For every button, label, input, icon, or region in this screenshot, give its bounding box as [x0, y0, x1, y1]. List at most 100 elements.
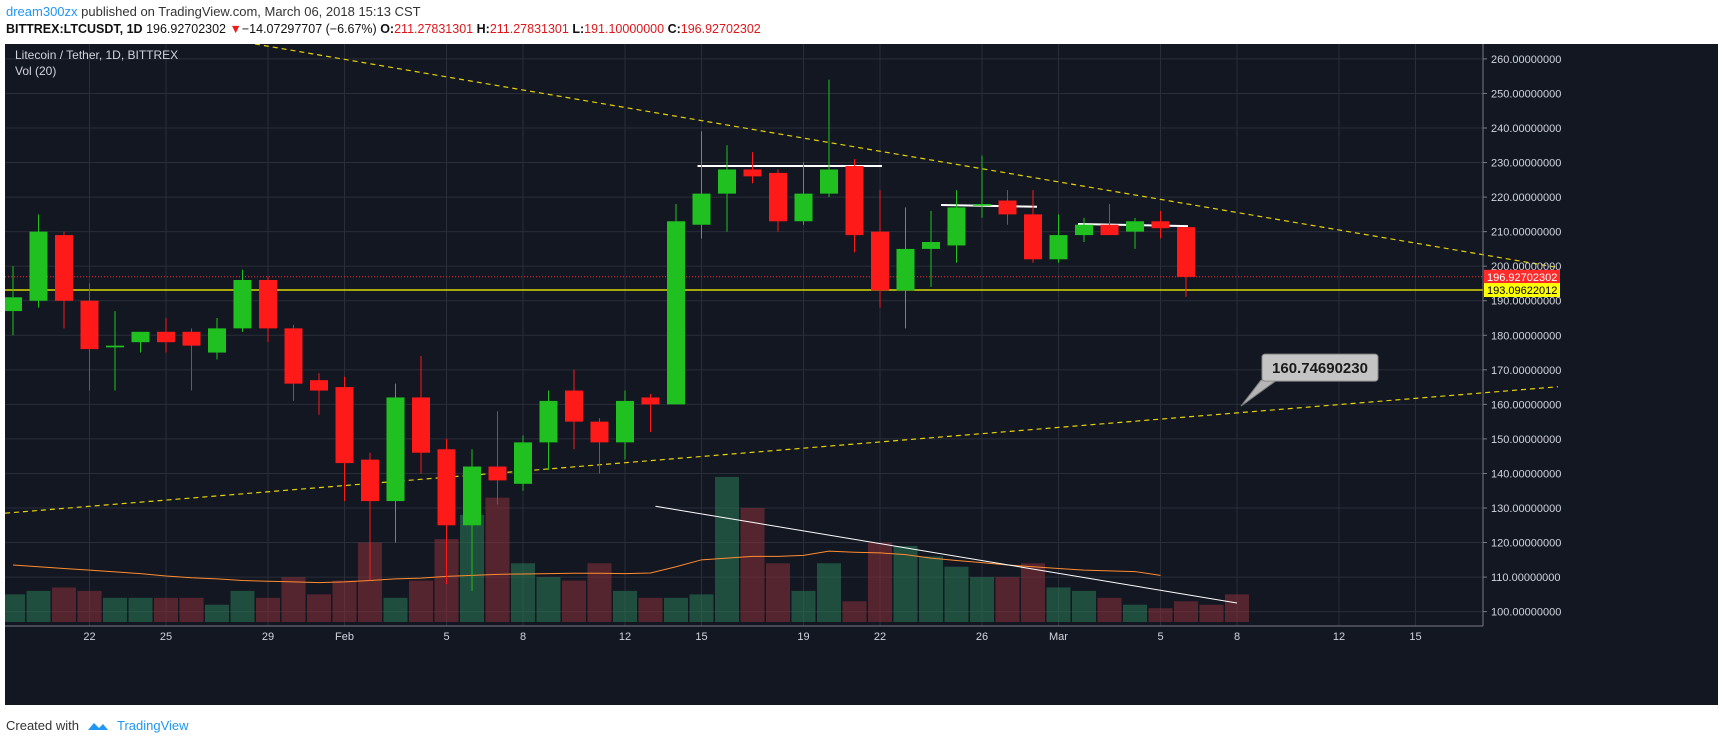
volume-indicator-label: Vol (20) [15, 64, 56, 78]
last-price: 196.92702302 [146, 22, 227, 36]
volume-bar [817, 563, 841, 622]
volume-bar [715, 476, 739, 622]
candle-body [1024, 214, 1042, 260]
volume-bar [1072, 590, 1096, 622]
candle-body [820, 169, 838, 194]
candle-body [386, 397, 405, 502]
candle-body [233, 280, 252, 329]
candle-body [1049, 235, 1068, 260]
volume-bars [1, 476, 1249, 622]
volume-bar [77, 590, 102, 622]
projection-label: 160.74690230 [1272, 360, 1368, 377]
candle-body [310, 380, 328, 391]
candle-body [871, 231, 889, 291]
time-tick-label: 8 [520, 631, 526, 643]
volume-bar [205, 604, 229, 622]
price-tick-label: 170.00000000 [1491, 365, 1561, 377]
time-tick-label: 12 [1333, 631, 1345, 643]
volume-bar [995, 577, 1020, 622]
candle-body [182, 331, 201, 346]
volume-bar [893, 546, 918, 622]
candle-body [29, 231, 48, 301]
volume-bar [1148, 608, 1173, 622]
candle-body [590, 421, 609, 443]
low-label: L: [572, 22, 585, 36]
volume-bar [868, 542, 892, 622]
price-tick-label: 180.00000000 [1491, 330, 1561, 342]
price-tick-label: 220.00000000 [1491, 192, 1561, 204]
price-tick-label: 150.00000000 [1491, 434, 1561, 446]
volume-bar [26, 590, 51, 622]
candle-body [157, 331, 175, 343]
volume-bar [1199, 604, 1224, 622]
candle-body [565, 390, 583, 422]
volume-bar [332, 580, 357, 622]
time-tick-label: 22 [83, 631, 95, 643]
volume-bar [766, 563, 790, 622]
candle-body [769, 172, 787, 222]
candlestick-chart[interactable]: 160.74690230 100.00000000 110.00000000 120… [1, 43, 1718, 705]
candle-body [998, 200, 1017, 215]
time-axis: 22 25 29 Feb 5 8 12 15 19 22 26 Mar 5 8 12 15 [5, 625, 1483, 643]
candle-body [641, 397, 660, 405]
volume-bar [1174, 601, 1198, 622]
price-tick-label: 250.00000000 [1491, 88, 1561, 100]
volume-bar [281, 577, 306, 622]
volume-bar [689, 594, 714, 622]
price-tick-label: 230.00000000 [1491, 158, 1561, 170]
volume-bar [128, 597, 153, 622]
volume-bar [179, 597, 204, 622]
candle-body [1151, 221, 1170, 229]
volume-bar [1225, 594, 1249, 622]
volume-bar [970, 577, 994, 622]
volume-bar [791, 590, 816, 622]
candle-body [259, 280, 277, 329]
price-tick-label: 140.00000000 [1491, 468, 1561, 480]
volume-bar [919, 556, 943, 622]
tradingview-logo-icon [87, 722, 108, 730]
time-tick-label: Feb [335, 631, 354, 643]
volume-bar [638, 597, 663, 622]
candle-body [208, 328, 226, 353]
volume-bar [740, 508, 765, 622]
candle-body [361, 459, 379, 502]
candle-body [55, 235, 73, 301]
volume-bar [52, 587, 76, 622]
volume-bar [1097, 597, 1122, 622]
volume-bar [944, 566, 969, 622]
callout-box [1261, 353, 1379, 382]
footer: Created with TradingView [6, 718, 189, 733]
volume-bar [307, 594, 331, 622]
tradingview-brand[interactable]: TradingView [116, 718, 189, 733]
open-value: 211.27831301 [394, 22, 474, 36]
candle-body [794, 193, 813, 222]
time-tick-label: 8 [1234, 631, 1240, 643]
candle-body [284, 328, 303, 384]
chart-title: Litecoin / Tether, 1D, BITTREX [15, 48, 178, 62]
time-tick-label: 26 [976, 631, 988, 643]
candle-body [922, 242, 940, 249]
high-label: H: [476, 22, 490, 36]
open-label: O: [380, 22, 395, 36]
support-price-badge [1484, 283, 1560, 298]
author-link[interactable]: dream300zx [6, 4, 78, 19]
time-tick-label: 29 [262, 631, 274, 643]
volume-bar [664, 597, 688, 622]
candle-body [131, 331, 150, 343]
volume-trendline [655, 505, 1238, 604]
time-tick-label: 15 [1409, 631, 1421, 643]
candle-body [973, 204, 991, 206]
candle-body [743, 169, 762, 177]
candle-body [845, 166, 864, 236]
candle-body [488, 466, 507, 481]
volume-ma-line [12, 550, 1161, 584]
candle-body [437, 449, 456, 526]
candle-body [718, 169, 736, 194]
publish-line: dream300zx published on TradingView.com,… [6, 4, 421, 19]
candle-body [514, 442, 532, 484]
volume-bar [383, 597, 408, 622]
price-tick-label: 100.00000000 [1491, 607, 1561, 619]
chart-area[interactable]: 160.74690230 100.00000000 110.00000000 120… [1, 43, 1718, 705]
candle-body [4, 297, 22, 312]
candle-body [1177, 227, 1195, 277]
